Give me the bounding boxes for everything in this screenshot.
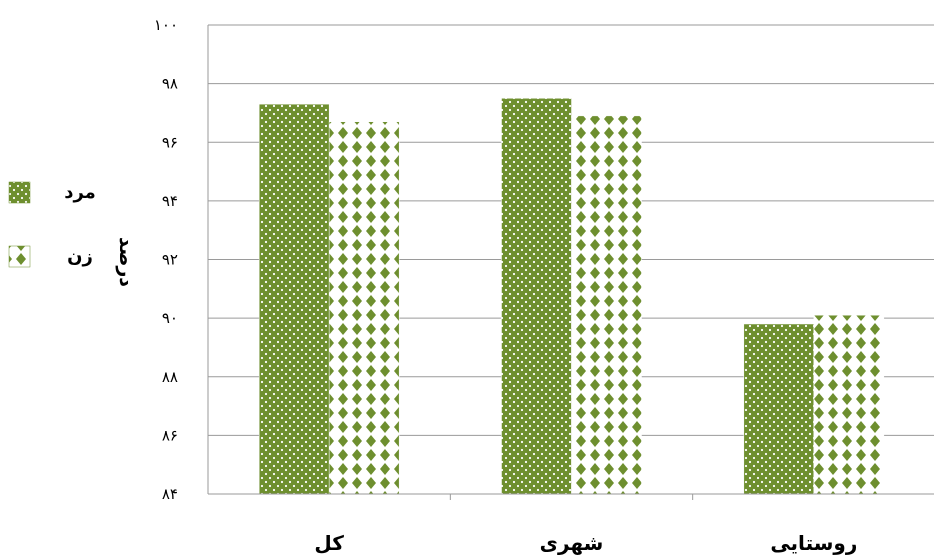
y-tick-label: ۹۸: [162, 75, 178, 93]
axes: [207, 25, 934, 500]
bar-women: [571, 115, 642, 495]
y-tick-label: ۹۴: [162, 192, 178, 210]
x-category-label: روستایی: [770, 531, 857, 555]
x-category-label: شهری: [540, 531, 604, 555]
bar-men: [501, 98, 572, 495]
x-category-labels: کل شهری روستایی: [314, 531, 857, 555]
bar-men: [258, 103, 330, 495]
bar-men: [743, 323, 815, 495]
legend-swatch: [8, 181, 31, 204]
bar-women: [328, 121, 400, 495]
y-tick-label: ۹۶: [162, 133, 178, 151]
y-tick-label: ۱۰۰: [154, 16, 178, 34]
legend-swatch: [8, 245, 31, 268]
legend-label: مرد: [64, 182, 96, 203]
bar-women: [813, 314, 885, 495]
legend: مرد زن: [8, 181, 96, 268]
y-tick-label: ۹۰: [162, 309, 178, 327]
bars: [258, 98, 885, 495]
y-tick-label: ۸۸: [162, 368, 178, 386]
y-tick-label: ۹۲: [162, 251, 178, 269]
y-tick-label: ۸۶: [162, 426, 178, 444]
legend-label: زن: [67, 246, 93, 267]
y-tick-label: ۸۴: [162, 485, 178, 503]
y-axis-label: درصد: [115, 237, 137, 287]
x-category-label: کل: [314, 531, 344, 555]
y-tick-labels: ۸۴ ۸۶ ۸۸ ۹۰ ۹۲ ۹۴ ۹۶ ۹۸ ۱۰۰: [154, 16, 178, 503]
